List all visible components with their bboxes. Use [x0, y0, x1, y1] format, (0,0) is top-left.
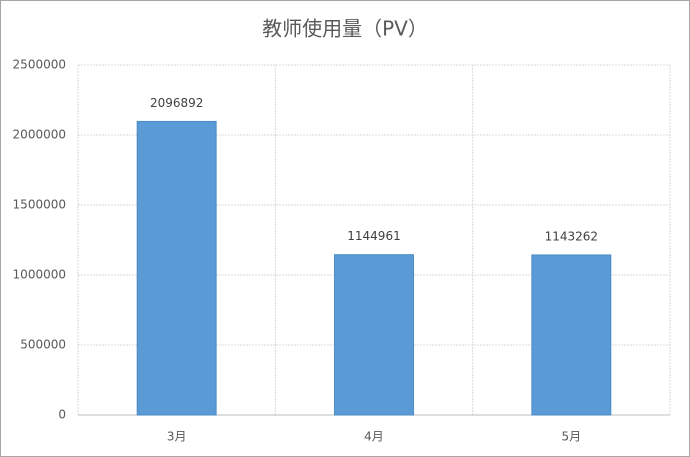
y-tick-label: 1500000 — [13, 198, 66, 212]
data-label: 1144961 — [347, 229, 400, 243]
x-tick-label: 3月 — [167, 430, 187, 444]
data-label: 2096892 — [150, 96, 203, 110]
x-tick-label: 5月 — [562, 430, 582, 444]
bar — [531, 254, 612, 416]
y-tick-label: 2000000 — [13, 128, 66, 142]
y-tick-label: 2500000 — [13, 58, 66, 72]
chart-title: 教师使用量（PV） — [262, 17, 428, 41]
data-label: 1143262 — [545, 229, 598, 243]
y-tick-label: 0 — [58, 408, 66, 422]
x-tick-label: 4月 — [364, 430, 384, 444]
bar — [334, 254, 414, 416]
y-tick-label: 500000 — [20, 338, 66, 352]
bar — [136, 120, 217, 416]
y-tick-label: 1000000 — [13, 268, 66, 282]
